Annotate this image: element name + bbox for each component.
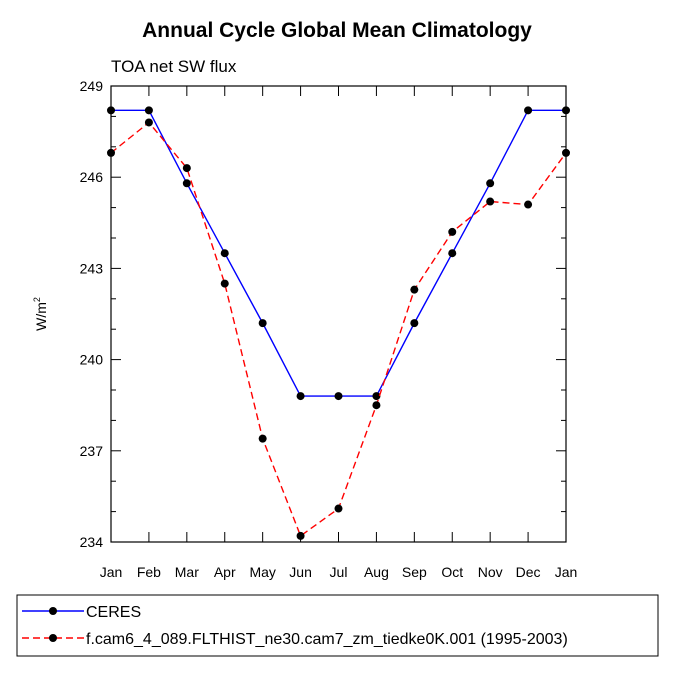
series-line <box>111 109 566 397</box>
legend-entry: CERES <box>22 604 141 621</box>
chart-title: Annual Cycle Global Mean Climatology <box>142 19 532 42</box>
x-tick-label: Mar <box>175 564 199 580</box>
y-axis: 234 237 240 243 246 249 <box>80 78 566 550</box>
x-tick-label: Jan <box>100 564 123 580</box>
data-point <box>107 148 115 157</box>
legend-marker <box>49 634 57 642</box>
x-tick-label: Sep <box>402 564 427 580</box>
data-point <box>144 118 153 127</box>
series-layer <box>107 106 570 540</box>
data-point <box>220 249 229 258</box>
plot-frame <box>110 85 567 543</box>
data-point <box>220 279 229 288</box>
data-point <box>258 434 267 443</box>
data-point <box>372 401 381 410</box>
y-tick-label: 234 <box>80 534 104 550</box>
x-tick-label: Oct <box>441 564 463 580</box>
x-tick-label: Aug <box>364 564 389 580</box>
data-point <box>524 200 533 209</box>
y-axis-label-base: W/m <box>33 302 49 331</box>
data-point <box>107 106 115 115</box>
x-tick-label: Nov <box>478 564 503 580</box>
y-tick-label: 246 <box>80 169 104 185</box>
legend-label: f.cam6_4_089.FLTHIST_ne30.cam7_zm_tiedke… <box>86 631 568 648</box>
data-point <box>372 392 381 401</box>
series-model <box>107 118 570 540</box>
x-tick-label: Apr <box>214 564 236 580</box>
x-tick-label: Feb <box>137 564 161 580</box>
data-point <box>296 531 305 540</box>
legend-label: CERES <box>86 604 141 621</box>
data-point <box>182 164 191 173</box>
data-point <box>334 392 343 401</box>
data-point <box>144 106 153 115</box>
y-tick-label: 240 <box>80 352 104 368</box>
data-point <box>410 319 419 328</box>
x-tick-label: May <box>249 564 275 580</box>
data-point <box>296 392 305 401</box>
legend-box <box>16 594 659 657</box>
data-point <box>448 249 457 258</box>
y-axis-label-sup: 2 <box>32 297 42 302</box>
x-tick-label: Jun <box>289 564 312 580</box>
legend-entry: f.cam6_4_089.FLTHIST_ne30.cam7_zm_tiedke… <box>22 631 568 648</box>
x-tick-label: Jul <box>330 564 348 580</box>
data-point <box>562 148 570 157</box>
data-point <box>334 504 343 513</box>
series-line <box>110 121 567 538</box>
x-axis: Jan Feb Mar Apr May Jun Jul Aug Sep Oct Nov Dec Jan <box>100 86 578 580</box>
data-point <box>258 319 267 328</box>
chart-subtitle: TOA net SW flux <box>111 57 237 76</box>
y-tick-label: 249 <box>80 78 104 94</box>
data-point <box>410 285 419 294</box>
legend-marker <box>49 607 57 615</box>
series-ceres <box>107 106 570 401</box>
data-point <box>562 106 570 115</box>
y-axis-label: W/m2 <box>32 297 49 331</box>
data-point <box>182 179 191 188</box>
data-point <box>524 106 533 115</box>
data-point <box>448 227 457 236</box>
y-tick-label: 243 <box>80 260 104 276</box>
x-tick-label: Dec <box>516 564 541 580</box>
x-tick-label: Jan <box>555 564 578 580</box>
y-tick-label: 237 <box>80 443 104 459</box>
data-point <box>486 179 495 188</box>
data-point <box>486 197 495 206</box>
legend: CERES f.cam6_4_089.FLTHIST_ne30.cam7_zm_t… <box>16 594 659 657</box>
